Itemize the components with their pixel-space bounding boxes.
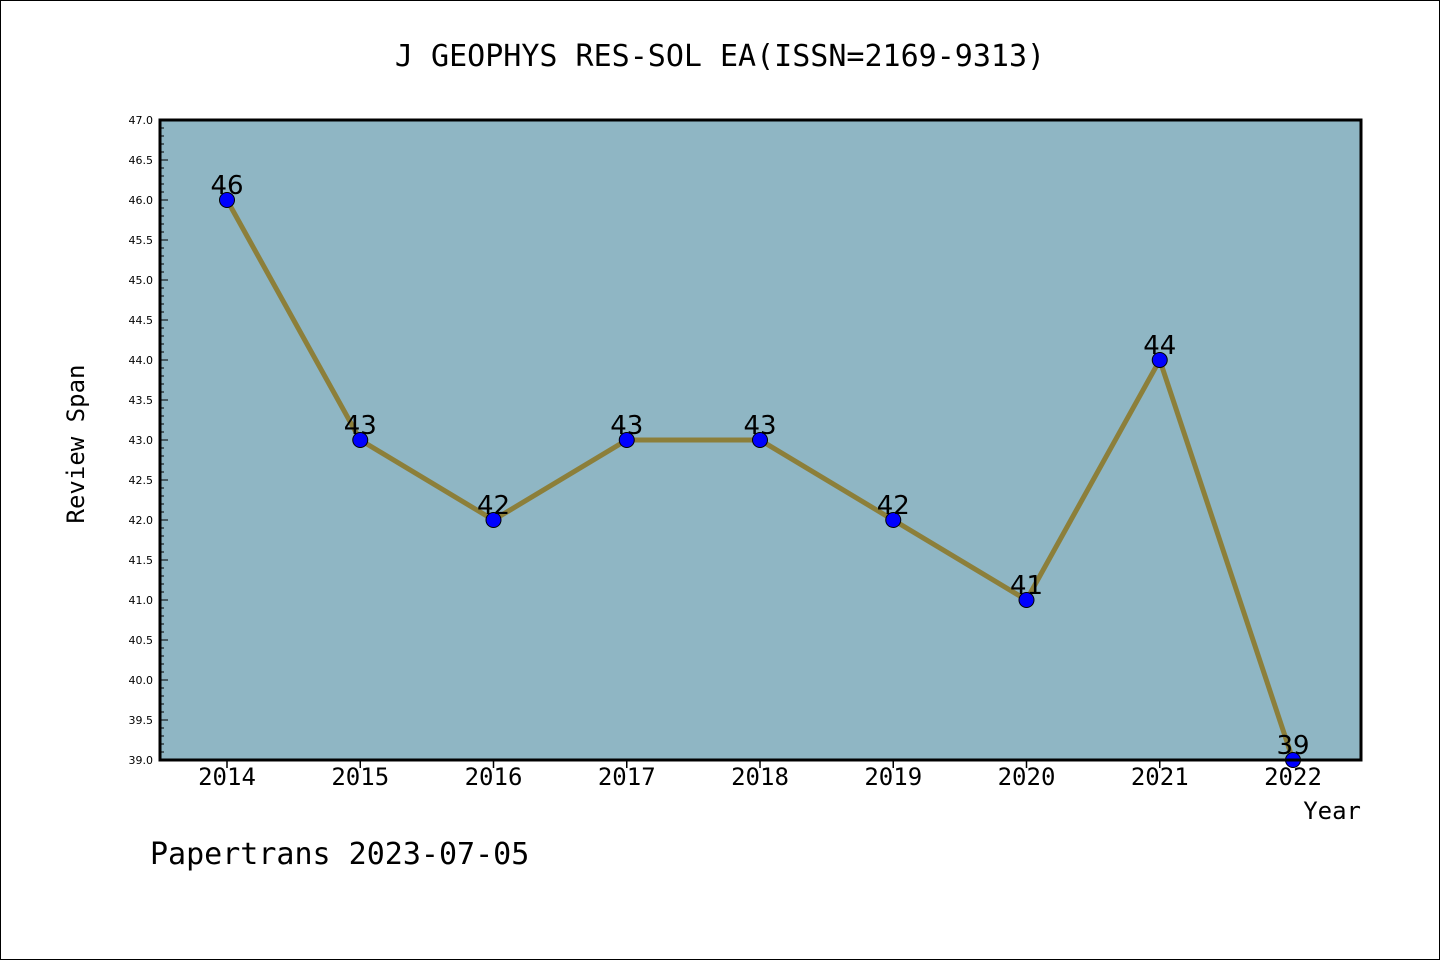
y-tick-label: 39.5 xyxy=(129,714,154,727)
y-tick-label: 44.0 xyxy=(129,354,154,367)
y-tick-label: 40.5 xyxy=(129,634,154,647)
y-tick-label: 39.0 xyxy=(129,754,154,767)
data-label: 43 xyxy=(743,411,776,441)
data-point xyxy=(885,512,902,528)
x-tick-label: 2020 xyxy=(998,763,1056,791)
y-tick-label: 43.5 xyxy=(129,394,154,407)
data-point xyxy=(618,432,635,448)
y-tick-label: 42.0 xyxy=(129,514,154,527)
data-label: 43 xyxy=(610,411,643,441)
y-tick-label: 47.0 xyxy=(129,114,154,127)
y-tick-label: 41.0 xyxy=(129,594,154,607)
footer-text: Papertrans 2023-07-05 xyxy=(150,837,529,872)
data-label: 41 xyxy=(1010,571,1043,601)
x-tick-label: 2021 xyxy=(1131,763,1189,791)
y-tick-label: 45.0 xyxy=(129,274,154,287)
x-tick-label: 2019 xyxy=(864,763,922,791)
series-group: 46 43 42 43 43 42 41 44 39 xyxy=(210,171,1310,768)
x-tick-label: 2015 xyxy=(331,763,389,791)
x-axis-ticks: 2014 2015 2016 2017 2018 2019 2020 2021 2022 xyxy=(198,760,1322,791)
y-tick-label: 40.0 xyxy=(129,674,154,687)
data-label: 46 xyxy=(210,171,243,201)
data-point xyxy=(219,192,235,208)
y-tick-label: 44.5 xyxy=(129,314,154,327)
plot-border xyxy=(158,118,1363,762)
y-axis-ticks: 39.0 39.5 40.0 40.5 41.0 41.5 42.0 42.5 43.0 43.5… xyxy=(129,114,168,767)
data-label: 42 xyxy=(877,491,910,521)
y-tick-label: 43.0 xyxy=(129,434,154,447)
x-tick-label: 2018 xyxy=(731,763,789,791)
data-point xyxy=(1151,352,1168,368)
data-point xyxy=(752,432,768,448)
x-axis-label: Year xyxy=(1303,797,1361,825)
data-label: 44 xyxy=(1143,331,1176,361)
y-tick-label: 46.5 xyxy=(129,154,154,167)
data-point xyxy=(352,432,369,448)
data-label: 39 xyxy=(1276,731,1309,761)
data-label: 43 xyxy=(344,411,377,441)
x-tick-label: 2014 xyxy=(198,763,256,791)
y-tick-label: 45.5 xyxy=(129,234,154,247)
y-axis-label: Review Span xyxy=(62,365,90,524)
chart-title: J GEOPHYS RES-SOL EA(ISSN=2169-9313) xyxy=(395,39,1045,74)
y-tick-label: 46.0 xyxy=(129,194,154,207)
y-tick-label: 42.5 xyxy=(129,474,154,487)
data-point xyxy=(1018,592,1035,608)
y-tick-label: 41.5 xyxy=(129,554,154,567)
x-tick-label: 2017 xyxy=(598,763,656,791)
data-label: 42 xyxy=(477,491,510,521)
data-point xyxy=(485,512,502,528)
x-tick-label: 2016 xyxy=(465,763,523,791)
